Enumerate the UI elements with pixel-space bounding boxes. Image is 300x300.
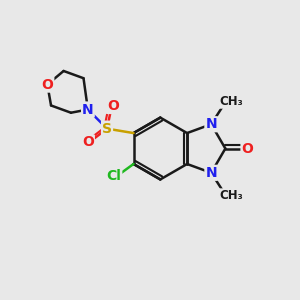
Text: O: O	[107, 99, 119, 113]
Text: N: N	[82, 103, 94, 116]
Text: N: N	[206, 166, 217, 180]
Text: N: N	[206, 117, 217, 131]
Text: O: O	[41, 78, 53, 92]
Text: O: O	[242, 142, 254, 155]
Text: O: O	[82, 136, 94, 149]
Text: CH₃: CH₃	[219, 189, 243, 202]
Text: CH₃: CH₃	[219, 95, 243, 108]
Text: Cl: Cl	[106, 169, 121, 183]
Text: S: S	[102, 122, 112, 136]
